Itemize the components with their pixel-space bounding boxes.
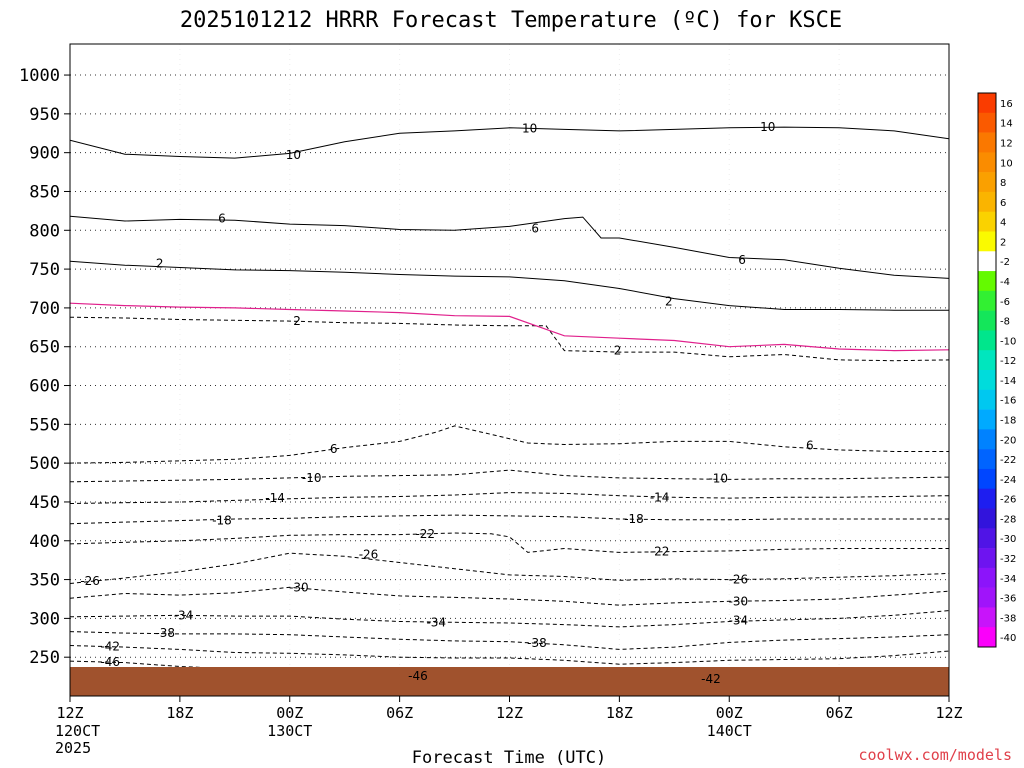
chart-title: 2025101212 HRRR Forecast Temperature (ºC… <box>180 8 842 33</box>
